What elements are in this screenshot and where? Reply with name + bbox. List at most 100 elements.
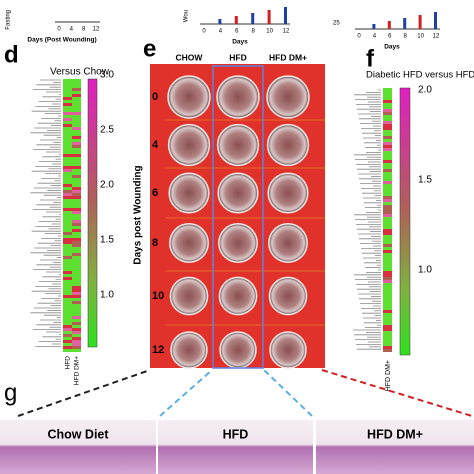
heatmap-cell (63, 190, 72, 193)
heatmap-cell (63, 244, 72, 247)
wound (268, 276, 308, 316)
bar (418, 15, 422, 29)
wound (266, 75, 310, 119)
bar (372, 24, 376, 29)
heatmap-cell (72, 94, 81, 97)
heatmap-cell (72, 85, 81, 88)
heatmap-cell (63, 220, 72, 223)
bar (434, 12, 437, 29)
heatmap-cell (383, 160, 392, 163)
heatmap-cell (63, 151, 72, 154)
heatmap-cell (63, 85, 72, 88)
heatmap-cell (72, 223, 81, 226)
heatmap-cell (63, 292, 72, 295)
heatmap-cell (72, 133, 81, 136)
heatmap-cell (72, 247, 81, 250)
heatmap-cell (63, 127, 72, 130)
heatmap-cell (383, 277, 392, 280)
heatmap-cell (383, 154, 392, 157)
heatmap-cell (63, 97, 72, 100)
heatmap-cell (383, 334, 392, 337)
wound (216, 123, 260, 167)
heatmap-cell (383, 229, 392, 232)
heatmap-cell (63, 241, 72, 244)
x-axis-title: Days (232, 39, 248, 46)
panel-e: e Days post Wounding CHOW HFD HFD DM+ 0 4 6 8 1… (133, 35, 325, 369)
heatmap-cell (72, 295, 81, 298)
heatmap-cell (63, 295, 72, 298)
row-label: 8 (152, 237, 158, 249)
scale-label: 1.0 (418, 265, 432, 276)
heatmap-cell (383, 184, 392, 187)
heatmap-cell (383, 103, 392, 106)
heatmap-cell (63, 154, 72, 157)
heatmap-cell (383, 163, 392, 166)
bar (387, 21, 391, 29)
heatmap-cell (383, 112, 392, 115)
heatmap-cell (63, 94, 72, 97)
x-axis-title: Days (384, 44, 400, 51)
heatmap-cell (72, 154, 81, 157)
heatmap-cell (383, 262, 392, 265)
histology-label: Chow Diet (47, 427, 109, 441)
heatmap-cell (383, 133, 392, 136)
heatmap-cell (383, 91, 392, 94)
heatmap-cell (72, 79, 81, 82)
heatmap-cell (63, 328, 72, 331)
heatmap-cell (63, 289, 72, 292)
heatmap-cell (72, 250, 81, 253)
panel-label: e (143, 35, 156, 62)
x-tick-label: 6 (235, 29, 239, 35)
heatmap-cell (72, 82, 81, 85)
heatmap-cell (383, 136, 392, 139)
heatmap-cell (63, 205, 72, 208)
scale-label: 1.5 (418, 175, 432, 186)
bar (234, 16, 238, 24)
heatmap-cell (72, 265, 81, 268)
wound (167, 75, 211, 119)
heatmap-cell (383, 286, 392, 289)
heatmap-cell (72, 283, 81, 286)
heatmap-cell (72, 160, 81, 163)
heatmap-cell (383, 301, 392, 304)
heatmap-cell (63, 166, 72, 169)
wound (218, 276, 258, 316)
heatmap-cell (72, 277, 81, 280)
heatmap-cell (72, 313, 81, 316)
heatmap-cell (63, 115, 72, 118)
heatmap-cell (383, 148, 392, 151)
wound (266, 123, 310, 167)
panel-d: d Versus Chow 3.0 2.5 2.0 1.5 1.0 HFD HFD DM+ (4, 41, 114, 385)
x-axis-title: Days (Post Wounding) (27, 37, 96, 44)
heatmap-cell (383, 235, 392, 238)
heatmap-cell (383, 250, 392, 253)
heatmap-cell (63, 346, 72, 349)
heatmap-cell (63, 217, 72, 220)
heatmap-cell (72, 307, 81, 310)
heatmap-cell (72, 187, 81, 190)
heatmap-cell (72, 130, 81, 133)
heatmap-cell (72, 316, 81, 319)
heatmap-cell (383, 196, 392, 199)
heatmap-cell (72, 298, 81, 301)
heatmap-cell (63, 199, 72, 202)
heatmap-cell (63, 145, 72, 148)
row-label: 12 (152, 344, 164, 356)
heatmap-cell (63, 307, 72, 310)
heatmap-cell (72, 217, 81, 220)
heatmap-cell (63, 223, 72, 226)
heatmap-cell (72, 292, 81, 295)
heatmap-cell (383, 199, 392, 202)
heatmap-cell (63, 274, 72, 277)
heatmap-cell (383, 313, 392, 316)
heatmap-cell (383, 190, 392, 193)
heatmap-cell (383, 202, 392, 205)
heatmap-cell (383, 124, 392, 127)
wound (218, 223, 258, 263)
x-tick-label: 4 (70, 27, 74, 33)
heatmap-cell (72, 166, 81, 169)
histology-image (316, 420, 474, 474)
connector (321, 369, 473, 417)
heatmap-cell (383, 217, 392, 220)
